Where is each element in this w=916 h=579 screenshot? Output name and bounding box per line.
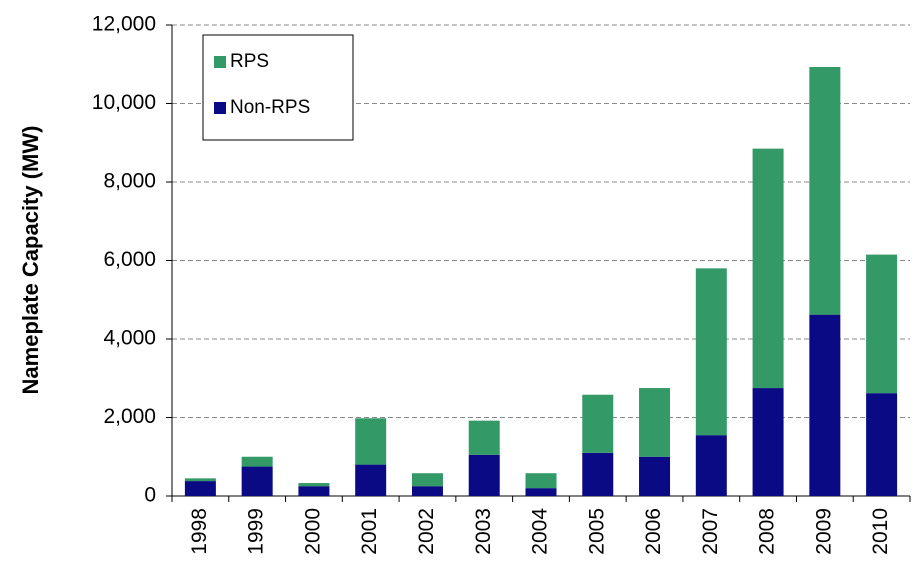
x-tick-label: 2005 <box>585 508 608 555</box>
legend-label: Non-RPS <box>230 97 310 118</box>
bar-segment <box>411 486 443 496</box>
bar-segment <box>355 418 387 465</box>
bar-segment <box>468 454 500 496</box>
bar-segment <box>468 420 500 455</box>
x-tick-label: 2010 <box>869 508 892 555</box>
x-tick-label: 2008 <box>756 508 779 555</box>
bar-segment <box>298 483 330 487</box>
y-tick-label: 2,000 <box>103 405 156 428</box>
legend-swatch <box>214 102 226 114</box>
bar-segment <box>184 481 216 496</box>
y-tick-label: 4,000 <box>103 327 156 350</box>
y-tick-label: 8,000 <box>103 170 156 193</box>
bar-segment <box>241 456 273 467</box>
bar-segment <box>241 466 273 496</box>
x-tick-label: 2000 <box>301 508 324 555</box>
x-tick-label: 2007 <box>699 508 722 555</box>
legend-box <box>202 34 354 141</box>
legend-label: RPS <box>230 51 269 72</box>
y-tick-label: 0 <box>144 484 156 507</box>
bar-segment <box>355 464 387 496</box>
y-tick-label: 6,000 <box>103 248 156 271</box>
bar-segment <box>752 388 784 496</box>
bar-segment <box>525 473 557 489</box>
x-tick-label: 2009 <box>812 508 835 555</box>
bar-segment <box>639 456 671 496</box>
bar-segment <box>695 268 727 436</box>
bar-segment <box>809 66 841 315</box>
x-tick-label: 2004 <box>529 508 552 555</box>
x-tick-label: 2006 <box>642 508 665 555</box>
bar-segment <box>411 473 443 487</box>
x-tick-label: 2001 <box>358 508 381 555</box>
x-tick-label: 2003 <box>472 508 495 555</box>
bar-segment <box>866 254 898 394</box>
bar-segment <box>582 452 614 496</box>
bar-segment <box>184 478 216 482</box>
y-tick-label: 12,000 <box>92 13 156 36</box>
bar-segment <box>752 148 784 389</box>
y-tick-label: 10,000 <box>92 91 156 114</box>
x-tick-label: 1999 <box>245 508 268 555</box>
bar-segment <box>866 393 898 496</box>
bar-segment <box>809 314 841 496</box>
x-tick-label: 1998 <box>188 508 211 555</box>
y-axis-label: Nameplate Capacity (MW) <box>18 126 43 395</box>
bar-segment <box>298 486 330 496</box>
x-tick-label: 2002 <box>415 508 438 555</box>
bar-segment <box>695 435 727 496</box>
bar-segment <box>525 488 557 496</box>
bar-segment <box>582 394 614 453</box>
legend-swatch <box>214 56 226 68</box>
bar-segment <box>639 388 671 457</box>
